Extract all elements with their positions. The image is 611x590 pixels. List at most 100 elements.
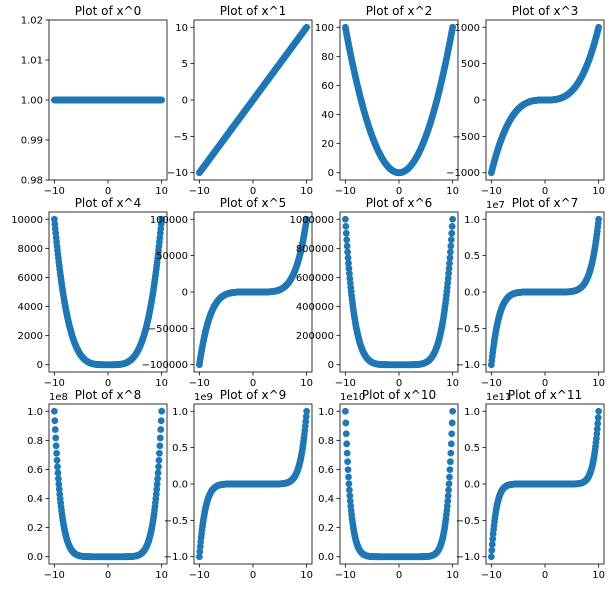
x-tick-label: 10 bbox=[446, 378, 459, 389]
subplot-x6: −10 0 1002000004000006000008000001000000Pl… bbox=[289, 196, 459, 389]
subplot-title: Plot of x^9 bbox=[220, 388, 287, 402]
x-tick-label: 0 bbox=[105, 570, 111, 581]
data-point bbox=[345, 486, 353, 494]
data-point bbox=[157, 417, 165, 425]
data-point bbox=[446, 466, 454, 474]
y-tick-label: 0.99 bbox=[21, 136, 43, 147]
data-point bbox=[303, 407, 311, 415]
axes-frame bbox=[48, 211, 168, 373]
y-tick-label: 800000 bbox=[296, 244, 334, 255]
data-point bbox=[303, 215, 311, 223]
x-tick-label: 10 bbox=[446, 186, 459, 197]
subplot-title: Plot of x^0 bbox=[75, 4, 142, 18]
data-point bbox=[446, 254, 454, 262]
data-point bbox=[447, 440, 455, 448]
data-point bbox=[449, 407, 457, 415]
x-tick-label: 0 bbox=[542, 570, 548, 581]
y-tick-label: 500 bbox=[461, 59, 480, 70]
x-tick-label: 0 bbox=[542, 186, 548, 197]
y-tick-label: 200000 bbox=[296, 331, 334, 342]
y-tick-label: 4000 bbox=[18, 302, 43, 313]
y-tick-label: 5 bbox=[182, 59, 188, 70]
subplot-title: Plot of x^7 bbox=[512, 196, 579, 210]
data-point bbox=[52, 434, 60, 442]
data-point bbox=[444, 492, 452, 500]
data-point bbox=[445, 265, 453, 272]
data-point bbox=[449, 23, 457, 31]
y-tick-label: 0.4 bbox=[318, 494, 334, 505]
data-points bbox=[195, 215, 311, 369]
data-point bbox=[446, 473, 453, 481]
x-tick-label: 10 bbox=[155, 186, 168, 197]
x-tick-label: 0 bbox=[396, 378, 402, 389]
y-tick-label: 1000000 bbox=[289, 215, 334, 226]
x-tick-label: 0 bbox=[105, 378, 111, 389]
y-tick-label: 0.8 bbox=[318, 436, 334, 447]
data-point bbox=[54, 475, 62, 483]
data-point bbox=[345, 473, 352, 481]
y-tick-label: 0.0 bbox=[172, 480, 188, 491]
subplot-x0: −10 0 10 0.98 0.99 1.00 1.01 1.02 Plot of x^0 bbox=[21, 4, 168, 197]
data-point bbox=[51, 426, 59, 433]
subplot-title: Plot of x^2 bbox=[366, 4, 433, 18]
data-point bbox=[343, 242, 351, 250]
data-point bbox=[447, 236, 455, 244]
data-point bbox=[593, 425, 601, 433]
y-tick-label: 0 bbox=[37, 360, 43, 371]
y-tick-label: 1.0 bbox=[27, 407, 43, 418]
data-point bbox=[158, 215, 166, 223]
y-tick-label: 0 bbox=[328, 360, 334, 371]
y-tick-label: 0.5 bbox=[464, 443, 480, 454]
data-points bbox=[50, 96, 166, 104]
x-tick-label: 0 bbox=[250, 378, 256, 389]
data-point bbox=[342, 419, 350, 427]
data-point bbox=[444, 497, 452, 505]
y-tick-label: 100000 bbox=[150, 215, 188, 226]
y-tick-label: 2000 bbox=[18, 331, 43, 342]
y-tick-label: −5 bbox=[173, 132, 188, 143]
data-point bbox=[345, 259, 352, 267]
data-point bbox=[445, 486, 453, 494]
y-tick-label: 0.2 bbox=[27, 523, 43, 534]
data-point bbox=[342, 229, 350, 237]
data-point bbox=[302, 413, 310, 420]
y-offset-label: 1e8 bbox=[49, 392, 68, 403]
x-tick-label: −10 bbox=[189, 186, 210, 197]
x-tick-label: 0 bbox=[542, 378, 548, 389]
x-tick-label: −10 bbox=[44, 186, 65, 197]
data-point bbox=[54, 469, 62, 477]
y-tick-label: −0.5 bbox=[164, 516, 188, 527]
data-point bbox=[445, 270, 453, 278]
y-tick-label: 1.0 bbox=[464, 407, 480, 418]
data-point bbox=[156, 442, 164, 450]
y-tick-label: 1.00 bbox=[21, 96, 43, 107]
x-tick-label: 10 bbox=[592, 570, 605, 581]
data-point bbox=[445, 480, 453, 488]
y-tick-label: 0 bbox=[328, 168, 334, 179]
subplot-x9: −10 0 10 −1.0 −0.5 0.0 0.5 1.0 1e9 Plot of x^9 bbox=[164, 388, 313, 581]
data-points bbox=[487, 215, 603, 369]
x-tick-label: 10 bbox=[592, 378, 605, 389]
x-tick-label: 0 bbox=[396, 570, 402, 581]
data-point bbox=[196, 548, 204, 555]
x-tick-label: 0 bbox=[396, 186, 402, 197]
y-tick-label: 6000 bbox=[18, 273, 43, 284]
subplot-title: Plot of x^6 bbox=[366, 196, 433, 210]
x-tick-label: −10 bbox=[44, 378, 65, 389]
data-points bbox=[195, 407, 311, 561]
y-tick-label: 0.6 bbox=[27, 465, 43, 476]
data-point bbox=[345, 480, 353, 488]
data-point bbox=[487, 553, 495, 561]
y-tick-label: −1000 bbox=[446, 168, 480, 179]
data-point bbox=[153, 480, 161, 488]
data-points bbox=[487, 23, 603, 177]
y-tick-label: 0.0 bbox=[464, 480, 480, 491]
y-tick-label: 0.8 bbox=[27, 436, 43, 447]
y-tick-label: −500 bbox=[453, 132, 480, 143]
data-point bbox=[154, 475, 162, 483]
data-points bbox=[487, 407, 603, 561]
data-point bbox=[448, 229, 456, 237]
y-offset-label: 1e11 bbox=[486, 392, 511, 403]
y-tick-label: −10 bbox=[167, 168, 188, 179]
subplot-title: Plot of x^4 bbox=[75, 196, 142, 210]
